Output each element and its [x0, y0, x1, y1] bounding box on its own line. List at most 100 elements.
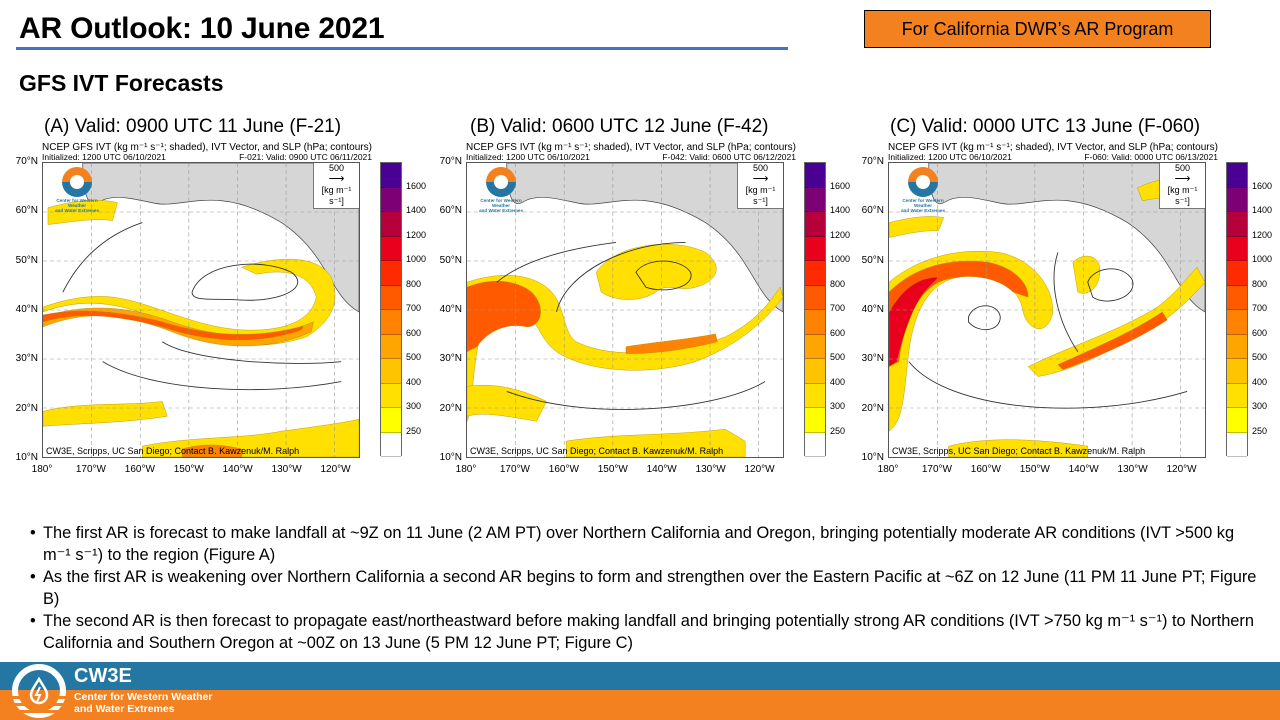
cw3e-map-logo: Center for Western Weather and Water Ext…: [893, 167, 953, 213]
colorbar-segment: [1227, 408, 1247, 433]
colorbar-label: 500: [406, 352, 422, 362]
colorbar-label: 1200: [1252, 229, 1273, 240]
colorbar-segment: [805, 359, 825, 384]
lon-tick-label: 130°W: [695, 464, 726, 475]
slp-contour: [102, 361, 342, 391]
lon-tick-label: 170°W: [921, 464, 952, 475]
colorbar-segment: [1227, 187, 1247, 212]
page-title: AR Outlook: 10 June 2021: [19, 12, 385, 45]
map-initialized: Initialized: 1200 UTC 06/10/2021: [42, 152, 166, 162]
colorbar-segment: [805, 408, 825, 433]
reference-vector-value: 500: [1174, 163, 1191, 173]
slp-contour: [635, 260, 692, 291]
reference-vector-value: 500: [752, 163, 769, 173]
colorbar-segment: [805, 261, 825, 286]
lat-tick-label: 10°N: [15, 452, 38, 463]
ivt-map: Center for Western Weather and Water Ext…: [888, 162, 1206, 458]
colorbar-label: 1600: [406, 180, 427, 191]
forecast-panel-c: (C) Valid: 0000 UTC 13 June (F-060) NCEP…: [846, 112, 1272, 492]
map-product-header: NCEP GFS IVT (kg m⁻¹ s⁻¹; shaded), IVT V…: [42, 142, 372, 162]
footer-orange-band: [0, 690, 1280, 720]
lat-tick-label: 10°N: [861, 452, 884, 463]
ivt-shading: [625, 333, 718, 354]
reference-vector-units: [kg m⁻¹ s⁻¹]: [1167, 185, 1198, 206]
footer-org-name: CW3E: [74, 665, 132, 687]
land-mass: [506, 163, 783, 313]
colorbar-segment: [805, 432, 825, 457]
colorbar-segment: [1227, 236, 1247, 261]
arrow-right-icon: ⟶: [752, 173, 769, 185]
cw3e-map-logo: Center for Western Weather and Water Ext…: [471, 167, 531, 213]
slp-contour: [1087, 268, 1134, 302]
colorbar-segment: [381, 334, 401, 359]
colorbar-segment: [1227, 310, 1247, 335]
footer-blue-band: [0, 662, 1280, 690]
colorbar-segment: [1227, 261, 1247, 286]
reference-vector-value: 500: [328, 163, 345, 173]
lon-tick-label: 170°W: [75, 464, 106, 475]
title-underline: [16, 47, 788, 50]
lon-tick-label: 160°W: [124, 464, 155, 475]
colorbar-segment: [1227, 163, 1247, 188]
colorbar-label: 800: [1252, 278, 1268, 289]
slp-contour: [1053, 252, 1079, 352]
cw3e-map-logo: Center for Western Weather and Water Ext…: [47, 167, 107, 213]
ivt-shading: [1027, 266, 1205, 377]
map-product-header: NCEP GFS IVT (kg m⁻¹ s⁻¹; shaded), IVT V…: [888, 142, 1218, 162]
colorbar-label: 600: [830, 327, 846, 338]
colorbar-label: 1200: [406, 229, 427, 240]
cw3e-logo-icon: [486, 167, 516, 197]
colorbar-segment: [381, 187, 401, 212]
lon-tick-label: 130°W: [271, 464, 302, 475]
colorbar-segment: [805, 334, 825, 359]
lat-tick-label: 40°N: [861, 304, 884, 315]
colorbar-label: 250: [406, 425, 422, 436]
lon-tick-label: 180°: [877, 464, 899, 475]
colorbar-label: 400: [1252, 376, 1268, 387]
lat-tick-label: 70°N: [15, 156, 38, 167]
colorbar-segment: [381, 408, 401, 433]
lon-tick-label: 160°W: [548, 464, 579, 475]
ivt-map: Center for Western Weather and Water Ext…: [466, 162, 784, 458]
colorbar-segment: [381, 163, 401, 188]
lat-tick-label: 70°N: [861, 156, 884, 167]
lat-tick-label: 10°N: [439, 452, 462, 463]
ivt-shading: [889, 216, 944, 238]
colorbar-segment: [805, 163, 825, 188]
slp-contour: [496, 242, 617, 283]
ivt-colorbar: [1226, 162, 1248, 457]
colorbar-label: 1400: [406, 205, 427, 215]
arrow-right-icon: ⟶: [1174, 173, 1191, 185]
colorbar-segment: [381, 212, 401, 237]
colorbar-label: 400: [406, 376, 422, 387]
colorbar-segment: [1227, 285, 1247, 310]
colorbar-segment: [805, 310, 825, 335]
colorbar-segment: [381, 310, 401, 335]
reference-vector-box: 500 ⟶ [kg m⁻¹ s⁻¹]: [1159, 163, 1205, 209]
footer-org-line2: and Water Extremes: [74, 703, 175, 715]
slp-contour: [908, 361, 1188, 409]
panel-caption: (C) Valid: 0000 UTC 13 June (F-060): [890, 116, 1201, 137]
lon-tick-label: 140°W: [646, 464, 677, 475]
colorbar-label: 1400: [830, 205, 851, 215]
map-valid-time: F-042: Valid: 0600 UTC 06/12/2021: [662, 152, 796, 162]
colorbar-label: 800: [406, 278, 422, 289]
cw3e-logo-icon: [12, 664, 66, 718]
slp-contour: [506, 381, 766, 410]
map-logo-line2: and Water Extremes: [55, 208, 99, 213]
bullet-item: The first AR is forecast to make landfal…: [30, 522, 1260, 566]
arrow-right-icon: ⟶: [328, 173, 345, 185]
ivt-shading: [47, 200, 118, 225]
footer-org-fullname: Center for Western Weather and Water Ext…: [74, 691, 212, 715]
colorbar-label: 400: [830, 376, 846, 387]
colorbar-segment: [381, 383, 401, 408]
map-credit: CW3E, Scripps, UC San Diego; Contact B. …: [470, 446, 724, 456]
land-mass: [928, 163, 1205, 313]
cw3e-logo-icon: [62, 167, 92, 197]
colorbar-label: 1000: [830, 254, 851, 264]
ivt-shading: [1072, 255, 1100, 294]
map-product-title: NCEP GFS IVT (kg m⁻¹ s⁻¹; shaded), IVT V…: [466, 142, 796, 153]
lat-tick-label: 20°N: [861, 402, 884, 414]
lon-tick-label: 130°W: [1117, 464, 1148, 475]
lat-tick-label: 30°N: [439, 353, 462, 365]
